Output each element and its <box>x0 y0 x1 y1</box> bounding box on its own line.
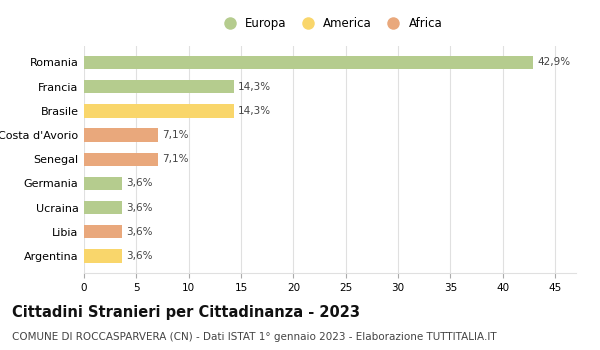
Bar <box>84 177 122 190</box>
Bar <box>84 201 122 214</box>
Text: 3,6%: 3,6% <box>126 178 152 188</box>
Text: Cittadini Stranieri per Cittadinanza - 2023: Cittadini Stranieri per Cittadinanza - 2… <box>12 304 360 320</box>
Text: 3,6%: 3,6% <box>126 203 152 213</box>
Bar <box>84 80 233 93</box>
Text: 3,6%: 3,6% <box>126 251 152 261</box>
Text: 42,9%: 42,9% <box>537 57 571 68</box>
Bar <box>84 128 158 142</box>
Bar <box>84 225 122 238</box>
Bar <box>84 56 533 69</box>
Text: 14,3%: 14,3% <box>238 82 271 92</box>
Bar <box>84 249 122 262</box>
Legend: Europa, America, Africa: Europa, America, Africa <box>213 13 447 35</box>
Text: 3,6%: 3,6% <box>126 227 152 237</box>
Bar <box>84 104 233 118</box>
Bar <box>84 153 158 166</box>
Text: 14,3%: 14,3% <box>238 106 271 116</box>
Text: 7,1%: 7,1% <box>163 130 189 140</box>
Text: COMUNE DI ROCCASPARVERA (CN) - Dati ISTAT 1° gennaio 2023 - Elaborazione TUTTITA: COMUNE DI ROCCASPARVERA (CN) - Dati ISTA… <box>12 332 497 343</box>
Text: 7,1%: 7,1% <box>163 154 189 164</box>
